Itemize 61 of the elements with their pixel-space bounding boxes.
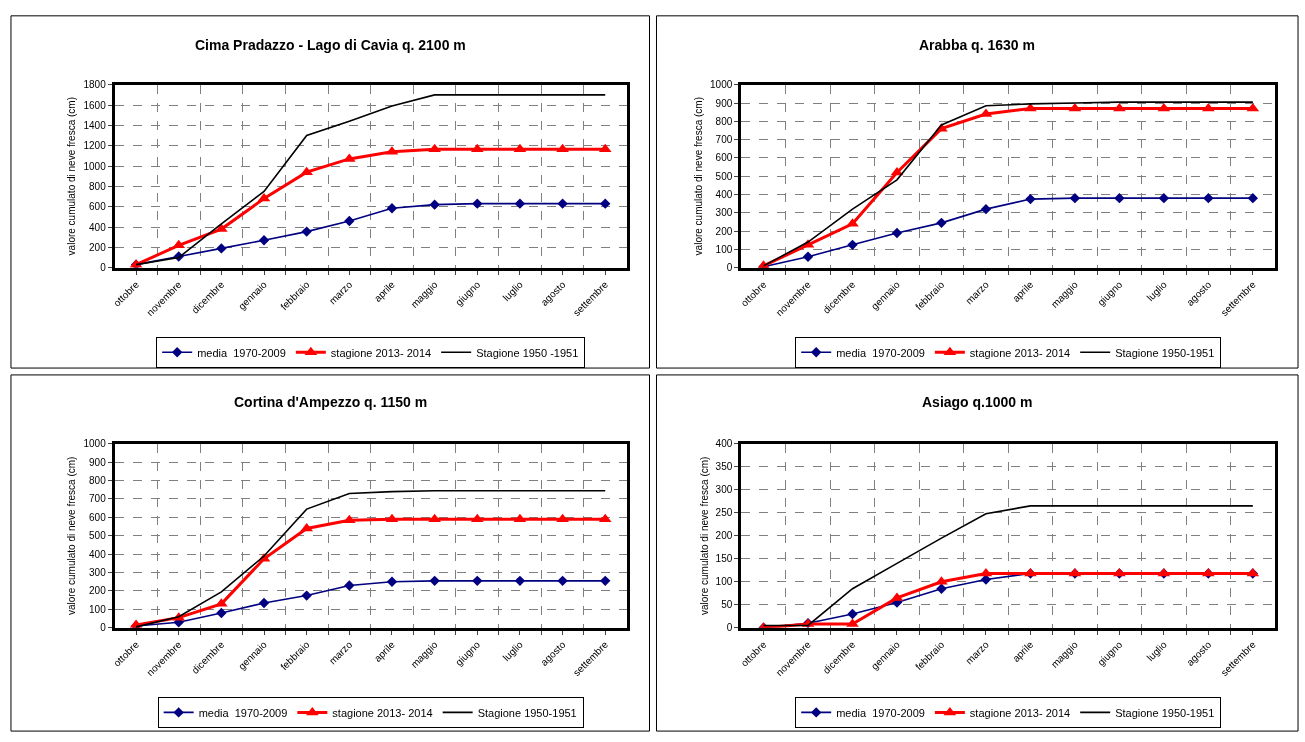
y-tick-label: 0: [100, 622, 107, 634]
y-tick-label: 200: [89, 241, 107, 253]
legend-label: stagione 2013- 2014: [330, 346, 432, 359]
y-tick-label: 700: [89, 493, 107, 505]
y-tick-label: 400: [715, 438, 733, 450]
y-tick-label: 100: [89, 603, 107, 615]
y-tick-label: 900: [715, 97, 733, 109]
y-axis-title: valore cumulato di neve fresca (cm): [66, 97, 78, 256]
y-tick-label: 1000: [83, 438, 107, 450]
y-axis-title: valore cumulato di neve fresca (cm): [693, 97, 705, 256]
chart-title: Arabba q. 1630 m: [919, 37, 1035, 53]
y-tick-label: 250: [715, 507, 733, 519]
y-tick-label: 0: [726, 622, 733, 634]
legend-label: media 1970-2009: [197, 346, 286, 359]
y-axis-title: valore cumulato di neve fresca (cm): [66, 456, 78, 615]
y-tick-label: 100: [715, 243, 733, 255]
y-tick-label: 1800: [83, 79, 107, 91]
legend-label: Stagione 1950-1951: [1115, 706, 1215, 719]
y-tick-label: 1400: [83, 119, 107, 131]
legend-label: stagione 2013- 2014: [969, 346, 1071, 359]
y-tick-label: 600: [715, 152, 733, 164]
y-tick-label: 150: [715, 553, 733, 565]
y-tick-label: 0: [726, 262, 733, 274]
y-tick-label: 200: [715, 225, 733, 237]
legend-label: media 1970-2009: [836, 346, 925, 359]
y-tick-label: 300: [715, 207, 733, 219]
y-tick-label: 200: [715, 530, 733, 542]
y-axis-title: valore cumulato di neve fresca (cm): [698, 456, 710, 615]
legend-label: Stagione 1950 -1951: [476, 346, 579, 359]
legend-label: media 1970-2009: [198, 706, 288, 719]
legend-label: media 1970-2009: [836, 706, 925, 719]
y-tick-label: 100: [715, 576, 733, 588]
y-tick-label: 300: [89, 567, 107, 579]
y-tick-label: 500: [715, 170, 733, 182]
y-tick-label: 900: [89, 456, 107, 468]
y-tick-label: 300: [715, 484, 733, 496]
y-tick-label: 600: [89, 511, 107, 523]
y-tick-label: 200: [89, 585, 107, 597]
y-tick-label: 700: [715, 134, 733, 146]
y-tick-label: 500: [89, 530, 107, 542]
legend-label: Stagione 1950-1951: [477, 706, 577, 719]
y-tick-label: 1200: [83, 140, 107, 152]
y-tick-label: 50: [721, 599, 733, 611]
legend-label: stagione 2013- 2014: [969, 706, 1071, 719]
y-tick-label: 1000: [83, 160, 107, 172]
y-tick-label: 600: [89, 201, 107, 213]
y-tick-label: 800: [89, 180, 107, 192]
y-tick-label: 800: [715, 115, 733, 127]
y-tick-label: 1000: [710, 79, 733, 91]
y-tick-label: 800: [89, 475, 107, 487]
legend-label: Stagione 1950-1951: [1115, 346, 1215, 359]
y-tick-label: 400: [89, 548, 107, 560]
y-tick-label: 0: [100, 262, 107, 274]
chart-title: Asiago q.1000 m: [922, 394, 1033, 410]
legend-label: stagione 2013- 2014: [332, 706, 433, 719]
y-tick-label: 400: [89, 221, 107, 233]
y-tick-label: 400: [715, 189, 733, 201]
chart-title: Cima Pradazzo - Lago di Cavia q. 2100 m: [195, 37, 466, 53]
chart-title: Cortina d'Ampezzo q. 1150 m: [234, 394, 428, 410]
y-tick-label: 1600: [83, 99, 107, 111]
y-tick-label: 350: [715, 461, 733, 473]
